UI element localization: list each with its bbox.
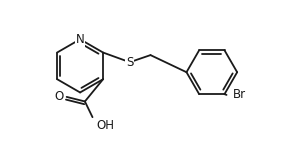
- Text: S: S: [126, 56, 133, 69]
- Text: N: N: [76, 33, 84, 46]
- Text: Br: Br: [233, 88, 246, 101]
- Text: O: O: [54, 90, 64, 103]
- Text: OH: OH: [96, 119, 114, 132]
